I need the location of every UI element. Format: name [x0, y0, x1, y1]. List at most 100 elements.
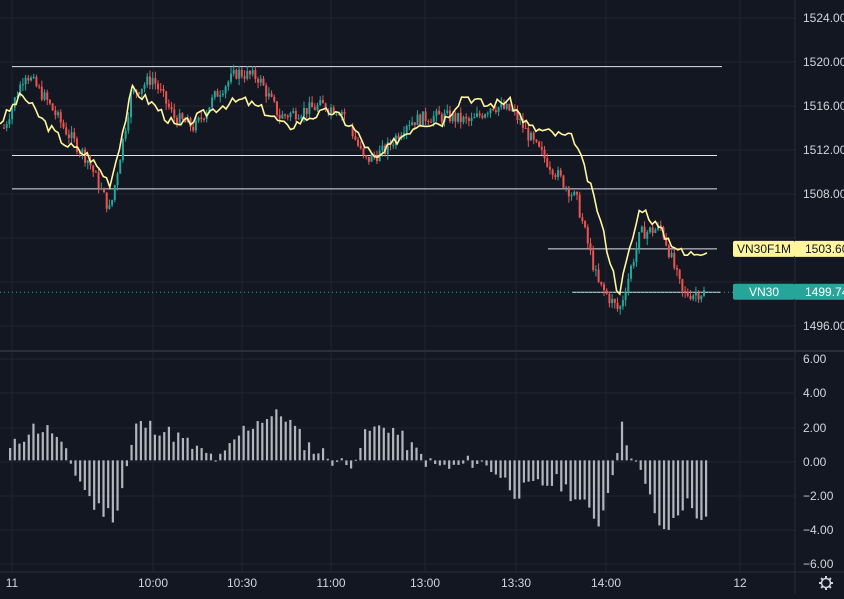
candle-body	[670, 253, 673, 258]
candle-body	[394, 135, 397, 145]
candle-body	[3, 127, 5, 129]
spread-bar	[611, 460, 614, 476]
spread-bar	[163, 432, 166, 461]
spread-bar	[490, 460, 493, 472]
spread-bar	[616, 453, 619, 461]
spread-bar	[513, 460, 516, 499]
time-tick-label: 11	[6, 576, 19, 590]
spread-bar	[270, 416, 273, 461]
candle-body	[457, 112, 460, 122]
spread-bar	[532, 460, 535, 481]
indicator-tick-label: 4.00	[803, 386, 827, 400]
spread-bar	[46, 425, 49, 461]
candle-body	[494, 110, 497, 113]
price-tick-label: 1524.00	[803, 11, 844, 25]
candle-body	[451, 113, 454, 122]
candle-body	[619, 306, 622, 309]
candle-body	[584, 221, 587, 228]
spread-bar	[121, 460, 124, 489]
vn30f1m-line[interactable]	[0, 83, 708, 296]
spread-bar	[620, 421, 624, 461]
candle-body	[573, 191, 576, 196]
candle-body	[589, 243, 592, 251]
candle-body	[673, 253, 676, 268]
spread-bar	[289, 419, 292, 461]
candle-body	[548, 166, 551, 170]
spread-bar	[466, 455, 469, 461]
candle-body	[165, 91, 168, 104]
spread-bar	[420, 453, 423, 461]
spread-bar	[279, 416, 283, 461]
spread-bar	[275, 409, 278, 461]
candle-body	[603, 284, 605, 291]
spread-bar	[326, 458, 329, 461]
spread-bar	[662, 460, 666, 530]
candle-body	[570, 195, 573, 197]
candle-body	[403, 132, 405, 136]
candle-body	[321, 100, 324, 104]
candle-body	[338, 114, 341, 116]
candle-body	[62, 122, 65, 128]
spread-bar	[9, 448, 12, 461]
candle-body	[340, 111, 343, 116]
gear-icon[interactable]	[819, 576, 833, 590]
candle-body	[562, 175, 565, 188]
spread-bar	[181, 437, 185, 461]
candle-body	[54, 110, 57, 116]
indicator-tick-label: 6.00	[803, 352, 827, 366]
spread-bar	[597, 460, 600, 527]
candle-body	[292, 111, 295, 113]
spread-bar	[588, 460, 591, 508]
candle-body	[665, 237, 668, 246]
candle-body	[627, 278, 630, 293]
candle-body	[111, 199, 114, 206]
spread-bar	[424, 460, 427, 467]
candle-body	[230, 73, 233, 82]
spread-bar	[153, 434, 157, 461]
spread-bar	[27, 434, 30, 461]
spread-bar	[578, 460, 582, 500]
candle-body	[65, 127, 68, 135]
spread-bar	[705, 460, 708, 517]
spread-bar	[205, 452, 208, 461]
candle-body	[489, 108, 492, 114]
candle-body	[405, 126, 408, 133]
candle-body	[159, 89, 162, 91]
spread-bar	[195, 445, 199, 461]
spread-bar	[452, 460, 455, 465]
candle-body	[678, 269, 681, 280]
candle-body	[35, 76, 38, 87]
spread-bar	[247, 430, 250, 461]
candle-body	[184, 118, 187, 123]
candle-body	[551, 169, 554, 176]
candle-body	[635, 248, 638, 263]
candle-body	[254, 70, 257, 80]
spread-bar	[550, 460, 554, 486]
spread-bar	[219, 453, 222, 461]
candle-body	[300, 116, 303, 119]
candle-body	[351, 127, 354, 137]
candle-body	[48, 99, 51, 104]
spread-bar	[443, 460, 446, 465]
candle-body	[119, 160, 122, 174]
indicator-axis[interactable]: 6.00 4.00 2.00 0.00 −2.00 −4.00 −6.00	[803, 352, 834, 571]
spread-bar	[60, 441, 63, 461]
candle-body	[608, 293, 611, 304]
spread-bar	[527, 460, 530, 482]
candle-body	[16, 95, 19, 98]
spread-bar	[32, 423, 35, 461]
candle-body	[427, 120, 430, 122]
candle-body	[430, 121, 433, 123]
candle-body	[108, 205, 111, 209]
candle-body	[567, 187, 570, 197]
spread-bar	[312, 453, 315, 461]
time-axis[interactable]: 11 10:00 10:30 11:00 13:00 13:30 14:00 12	[6, 576, 747, 590]
candle-body	[470, 118, 473, 121]
price-axis[interactable]: 1524.00 1520.00 1516.00 1512.00 1508.00 1496.…	[803, 11, 844, 333]
spread-bar	[321, 448, 325, 461]
candle-body	[362, 148, 365, 156]
candle-body	[686, 291, 689, 296]
candle-body	[43, 92, 46, 100]
